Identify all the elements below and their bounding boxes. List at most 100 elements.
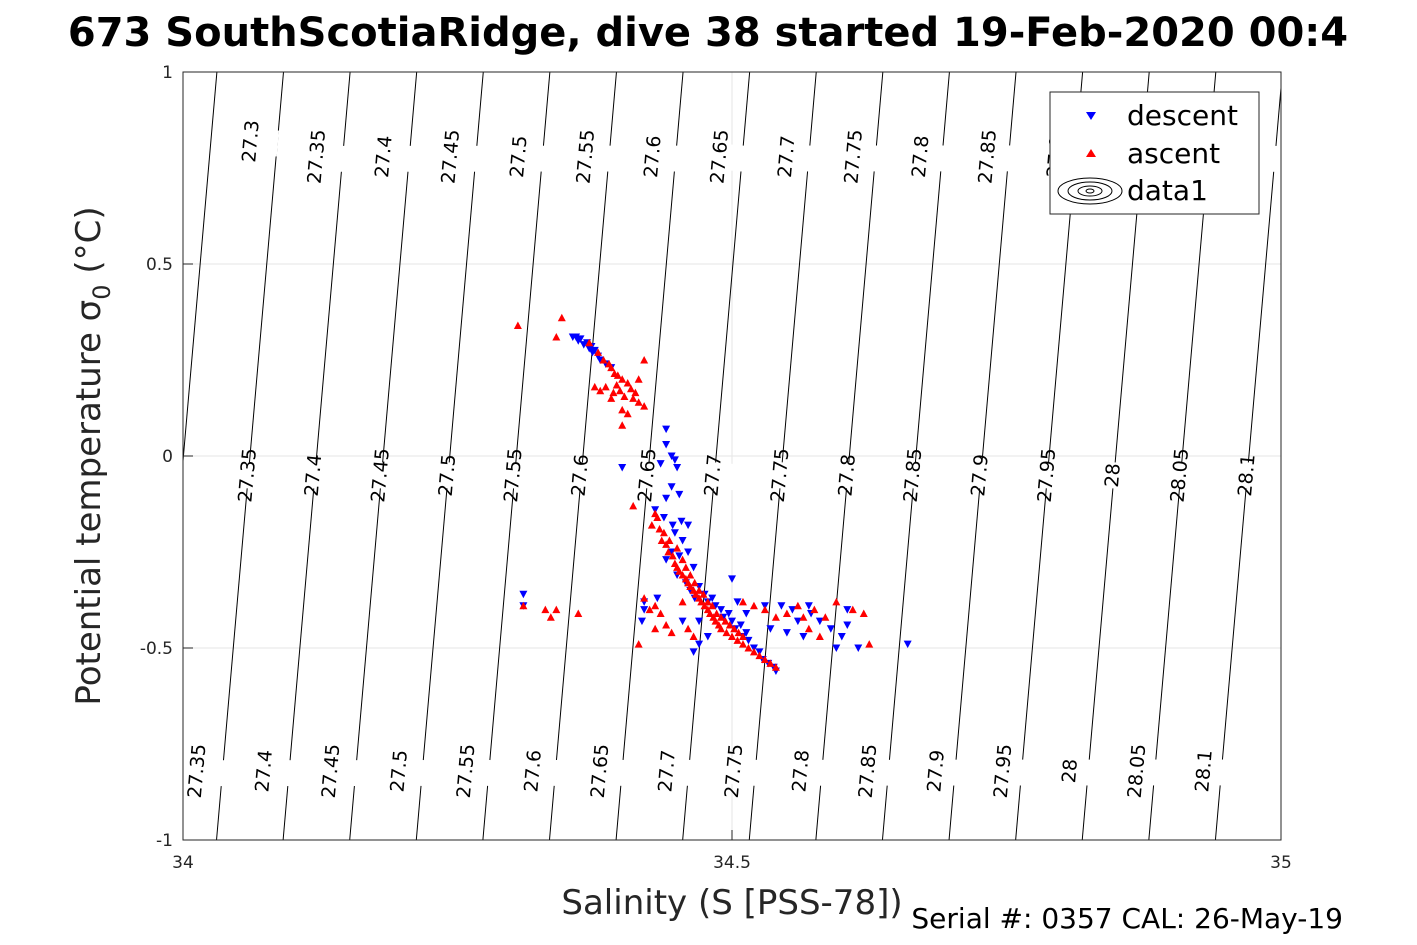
descent-point (777, 602, 786, 610)
ascent-point (631, 388, 640, 397)
ascent-point (618, 405, 627, 414)
ascent-point (605, 359, 614, 368)
isopycnal-label-gap (817, 459, 876, 491)
isopycnal-label-gap (906, 755, 965, 787)
isopycnal-label-gap (771, 755, 830, 787)
descent-point (662, 425, 671, 434)
y-tick-label: 0 (162, 447, 173, 467)
ascent-point (689, 632, 698, 640)
ascent-point (738, 640, 747, 648)
ascent-point (711, 617, 720, 625)
descent-point (742, 629, 751, 637)
isopycnal-label-gap (483, 459, 542, 491)
isopycnal-label-gap (555, 141, 614, 172)
y-axis-label-main: Potential temperature σ (69, 300, 109, 706)
chart-title: 673 SouthScotiaRidge, dive 38 started 19… (68, 10, 1348, 56)
isopycnal-label: 27.8 (834, 453, 860, 497)
isopycnal-label: 27.85 (855, 743, 882, 799)
isopycnal-label: 27.35 (304, 129, 331, 185)
ascent-point (612, 380, 621, 389)
isopycnal-label-gap (1017, 459, 1076, 491)
ascent-point (771, 663, 780, 671)
y-axis-label-unit: (°C) (69, 206, 109, 284)
isopycnal-label: 27.95 (990, 743, 1017, 799)
descent-point (843, 606, 852, 614)
isopycnal-label: 27.4 (301, 453, 327, 497)
descent-point (793, 617, 802, 626)
descent-point (662, 494, 671, 503)
descent-point (656, 460, 665, 468)
descent-point (640, 606, 649, 614)
descent-point (788, 606, 797, 614)
isopycnal-label-gap (503, 755, 562, 787)
ascent-point (629, 501, 638, 510)
descent-point (668, 521, 677, 530)
isopycnal-label-gap (286, 141, 345, 172)
isopycnal-label-gap (689, 141, 748, 172)
ascent-point (725, 620, 734, 629)
isopycnal-label-gap (1040, 755, 1099, 787)
ascent-point (697, 597, 706, 606)
isopycnal-label-gap (167, 755, 226, 787)
x-tick-label: 34.5 (713, 853, 751, 873)
isopycnal-label-gap (683, 459, 742, 491)
ascent-point (634, 640, 643, 648)
ascent-point (691, 590, 700, 598)
isopycnal-label-gap (301, 755, 360, 787)
ascent-point (821, 613, 830, 621)
isopycnal-label: 27.45 (367, 447, 394, 503)
descent-point (689, 563, 698, 572)
isopycnal-label: 28.05 (1124, 743, 1151, 799)
isopycnal-label-gap (570, 755, 629, 787)
descent-point (519, 590, 528, 599)
data-points (513, 313, 912, 676)
ascent-point (771, 613, 780, 621)
ascent-point (810, 605, 819, 614)
ascent-point (686, 582, 695, 591)
descent-point (667, 452, 676, 460)
x-tick-label: 34 (172, 853, 194, 873)
ascent-point (596, 386, 605, 395)
descent-point (618, 464, 627, 472)
descent-point (854, 644, 863, 652)
ascent-point (574, 609, 583, 617)
ascent-point (681, 563, 690, 571)
ascent-point (675, 567, 684, 575)
ascent-point (664, 548, 673, 556)
x-tick-label: 35 (1270, 853, 1292, 873)
ascent-point (599, 356, 608, 364)
ascent-point (738, 597, 747, 606)
legend-ascent-marker (1086, 149, 1096, 157)
ascent-point (662, 540, 671, 548)
descent-point (695, 640, 704, 649)
ascent-point (634, 398, 643, 406)
descent-point (678, 617, 687, 626)
ascent-point (626, 384, 635, 393)
descent-point (684, 521, 693, 530)
ascent-point (662, 620, 671, 629)
descent-point (799, 632, 808, 641)
ascent-point (678, 571, 687, 579)
descent-point (576, 335, 585, 343)
ascent-point (722, 628, 731, 637)
isopycnal-label-gap (617, 459, 676, 491)
y-axis-label: Potential temperature σ0 (°C) (69, 206, 116, 705)
ascent-point (552, 605, 561, 614)
isopycnal-label: 27.85 (974, 129, 1001, 185)
ascent-point (623, 379, 632, 387)
ascent-point (721, 617, 730, 625)
legend-descent-label: descent (1127, 99, 1238, 132)
ascent-point (634, 375, 643, 383)
descent-point (678, 536, 687, 545)
ascent-point (832, 597, 841, 606)
descent-point (782, 629, 791, 637)
isopycnal-label-gap (1174, 755, 1233, 787)
ascent-point (546, 613, 555, 621)
isopycnal-label-gap (1107, 755, 1166, 787)
ascent-point (667, 628, 676, 637)
ascent-point (519, 601, 528, 610)
descent-point (695, 617, 704, 626)
descent-point (675, 552, 684, 560)
ascent-point (749, 647, 758, 656)
descent-point (843, 621, 852, 629)
